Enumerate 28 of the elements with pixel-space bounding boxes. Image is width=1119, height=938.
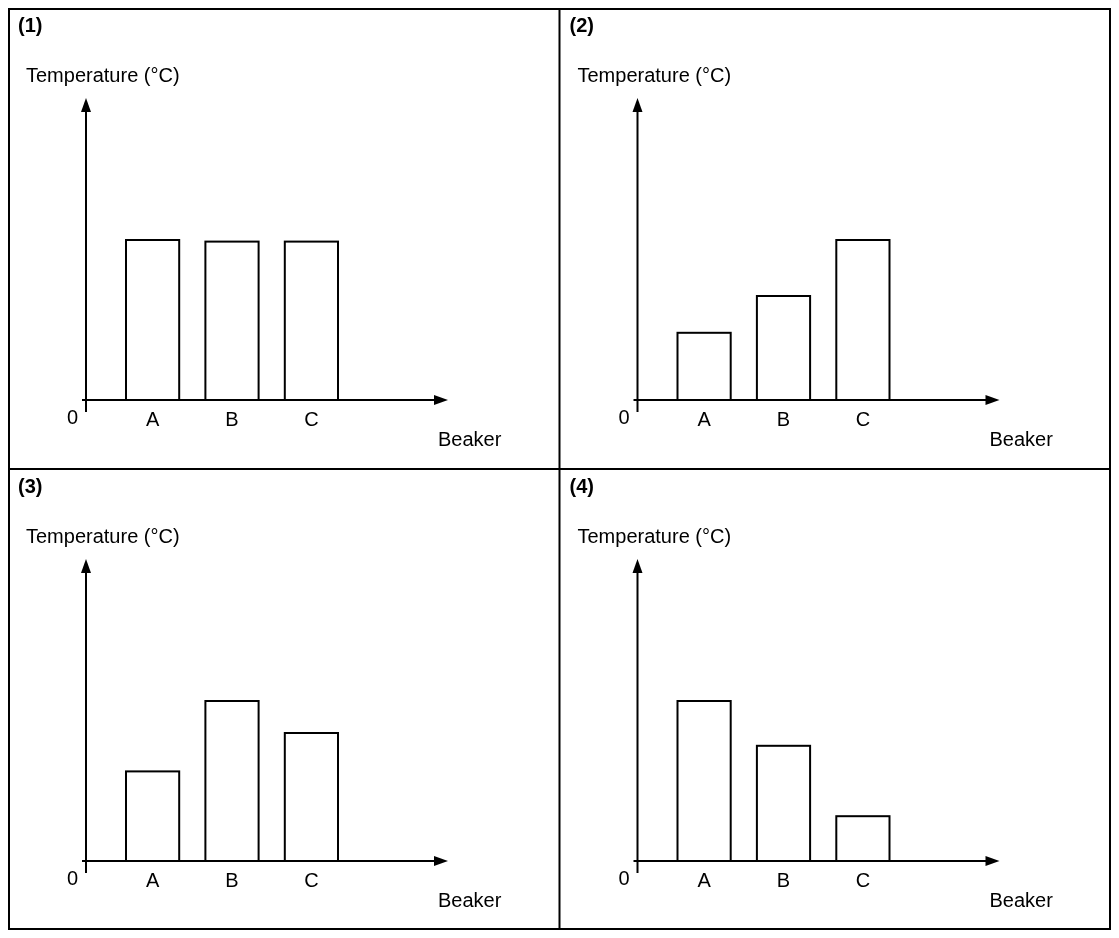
x-axis-title: Beaker [438, 889, 502, 911]
text: 0 [66, 867, 78, 889]
text: 0 [618, 867, 630, 889]
y-axis-title: Temperature (°C) [577, 525, 732, 547]
x-tick-label: A [697, 408, 712, 430]
x-tick-label: C [304, 408, 319, 430]
x-tick-label: A [145, 408, 160, 430]
x-tick-label: B [225, 408, 239, 430]
chart-title: (4) [569, 475, 594, 497]
text: 0 [618, 406, 630, 428]
chart-title: (3) [18, 475, 43, 497]
y-axis-title: Temperature (°C) [577, 64, 732, 86]
x-tick-label: B [225, 869, 239, 891]
text: 0 [66, 406, 78, 428]
x-axis-title: Beaker [438, 428, 502, 450]
x-tick-label: C [855, 408, 871, 430]
x-tick-label: A [145, 869, 160, 891]
y-axis-title: Temperature (°C) [26, 64, 180, 86]
x-axis-title: Beaker [989, 428, 1054, 450]
x-tick-label: A [697, 869, 712, 891]
x-tick-label: C [304, 869, 319, 891]
x-tick-label: C [855, 869, 871, 891]
x-axis-title: Beaker [989, 889, 1054, 911]
x-tick-label: B [776, 408, 791, 430]
x-tick-label: B [776, 869, 791, 891]
chart-title: (2) [569, 14, 594, 36]
y-axis-title: Temperature (°C) [26, 525, 180, 547]
chart-title: (1) [18, 14, 43, 36]
